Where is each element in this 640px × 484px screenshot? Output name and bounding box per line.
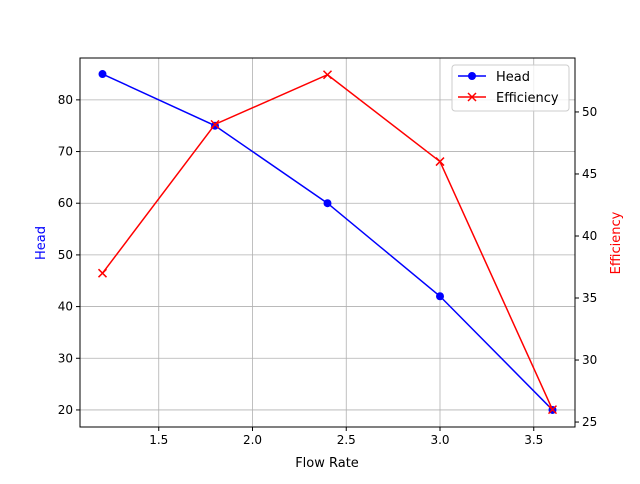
- y-left-tick-label: 40: [58, 300, 73, 314]
- y-axis-right-label: Efficiency: [609, 211, 624, 274]
- y-right-tick-label: 45: [582, 167, 597, 181]
- data-point-efficiency: [547, 405, 558, 415]
- y-left-tick-label: 60: [58, 196, 73, 210]
- data-point-efficiency: [97, 268, 108, 278]
- y-right-tick-label: 30: [582, 353, 597, 367]
- data-point-efficiency: [210, 119, 220, 129]
- y-right-tick-label: 40: [582, 229, 597, 243]
- y-right-tick-label: 35: [582, 291, 597, 305]
- x-tick-label: 3.0: [430, 433, 449, 447]
- y-left-tick-label: 80: [58, 93, 73, 107]
- data-point-head: [98, 70, 107, 79]
- series-line-head: [102, 73, 554, 411]
- legend-head-label: Head: [496, 70, 530, 85]
- y-right-tick-label: 25: [582, 415, 597, 429]
- y-left-tick-label: 20: [58, 403, 73, 417]
- legend-efficiency-label: Efficiency: [496, 91, 559, 106]
- data-point-efficiency: [435, 157, 445, 167]
- y-right-tick-label: 50: [582, 105, 597, 119]
- data-point-head: [436, 292, 444, 301]
- y-axis-left: 20 30 40 50 60 70 80: [58, 93, 80, 417]
- series-lines: [97, 70, 558, 415]
- data-point-head: [323, 199, 332, 208]
- legend-efficiency-marker: [467, 92, 477, 102]
- plot-frame: [79, 57, 576, 428]
- x-tick-label: 2.5: [337, 433, 356, 447]
- x-axis-label: Flow Rate: [295, 456, 359, 471]
- legend-head-marker: [468, 72, 476, 80]
- y-left-tick-label: 50: [58, 248, 73, 262]
- grid: [80, 58, 575, 427]
- x-tick-label: 1.5: [149, 433, 168, 447]
- y-left-tick-label: 30: [58, 351, 73, 365]
- x-tick-label: 3.5: [524, 433, 543, 447]
- y-axis-left-label: Head: [34, 226, 49, 260]
- x-axis: 1.5 2.0 2.5 3.0 3.5: [149, 427, 543, 447]
- legend: Head Efficiency: [451, 64, 570, 112]
- x-tick-label: 2.0: [243, 433, 262, 447]
- y-axis-right: 25 30 35 40 45 50: [575, 105, 597, 429]
- y-left-tick-label: 70: [58, 145, 73, 159]
- series-line-efficiency: [101, 73, 554, 410]
- data-point-efficiency: [322, 70, 333, 80]
